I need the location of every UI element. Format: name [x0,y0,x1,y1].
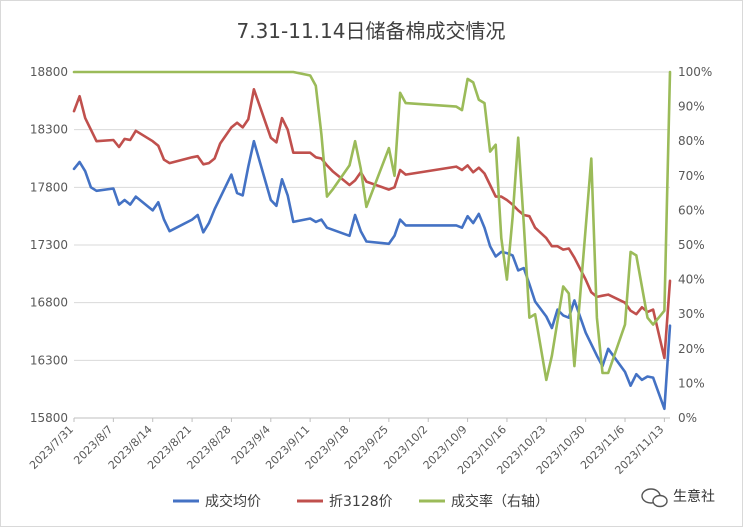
legend-label: 成交率（右轴） [451,493,549,510]
chart-title: 7.31-11.14日储备棉成交情况 [236,19,505,43]
right-tick-label: 10% [678,376,705,390]
watermark: 生意社 [641,488,715,508]
left-axis: 15800 16300 16800 17300 17800 18300 18800 [30,65,68,425]
left-tick-label: 17300 [30,238,68,252]
right-tick-label: 60% [678,203,705,217]
left-tick-label: 18800 [30,65,68,79]
left-tick-label: 15800 [30,411,68,425]
right-tick-label: 70% [678,169,705,183]
x-axis: 2023/7/312023/8/72023/8/142023/8/212023/… [27,417,670,477]
left-tick-label: 17800 [30,180,68,194]
watermark-text: 生意社 [673,488,715,505]
wechat-icon [641,488,668,508]
legend: 成交均价 折3128价 成交率（右轴） [173,493,549,510]
right-axis: 0% 10% 20% 30% 40% 50% 60% 70% 80% 90% 100% [678,65,712,425]
left-tick-label: 16800 [30,296,68,310]
left-tick-label: 16300 [30,353,68,367]
right-tick-label: 50% [678,238,705,252]
right-tick-label: 100% [678,65,712,79]
legend-label: 成交均价 [205,493,261,510]
right-tick-label: 20% [678,342,705,356]
legend-label: 折3128价 [329,494,393,510]
series-layer [72,70,672,411]
right-tick-label: 40% [678,273,705,287]
right-tick-label: 90% [678,100,705,114]
grid [74,71,670,419]
series-line-1 [72,139,672,411]
left-tick-label: 18300 [30,123,68,137]
series-line-2 [72,88,672,360]
right-tick-label: 30% [678,307,705,321]
right-tick-label: 0% [678,411,697,425]
x-tick-label: 2023/7/31 [27,423,76,472]
series-line-3 [72,70,672,382]
right-tick-label: 80% [678,134,705,148]
